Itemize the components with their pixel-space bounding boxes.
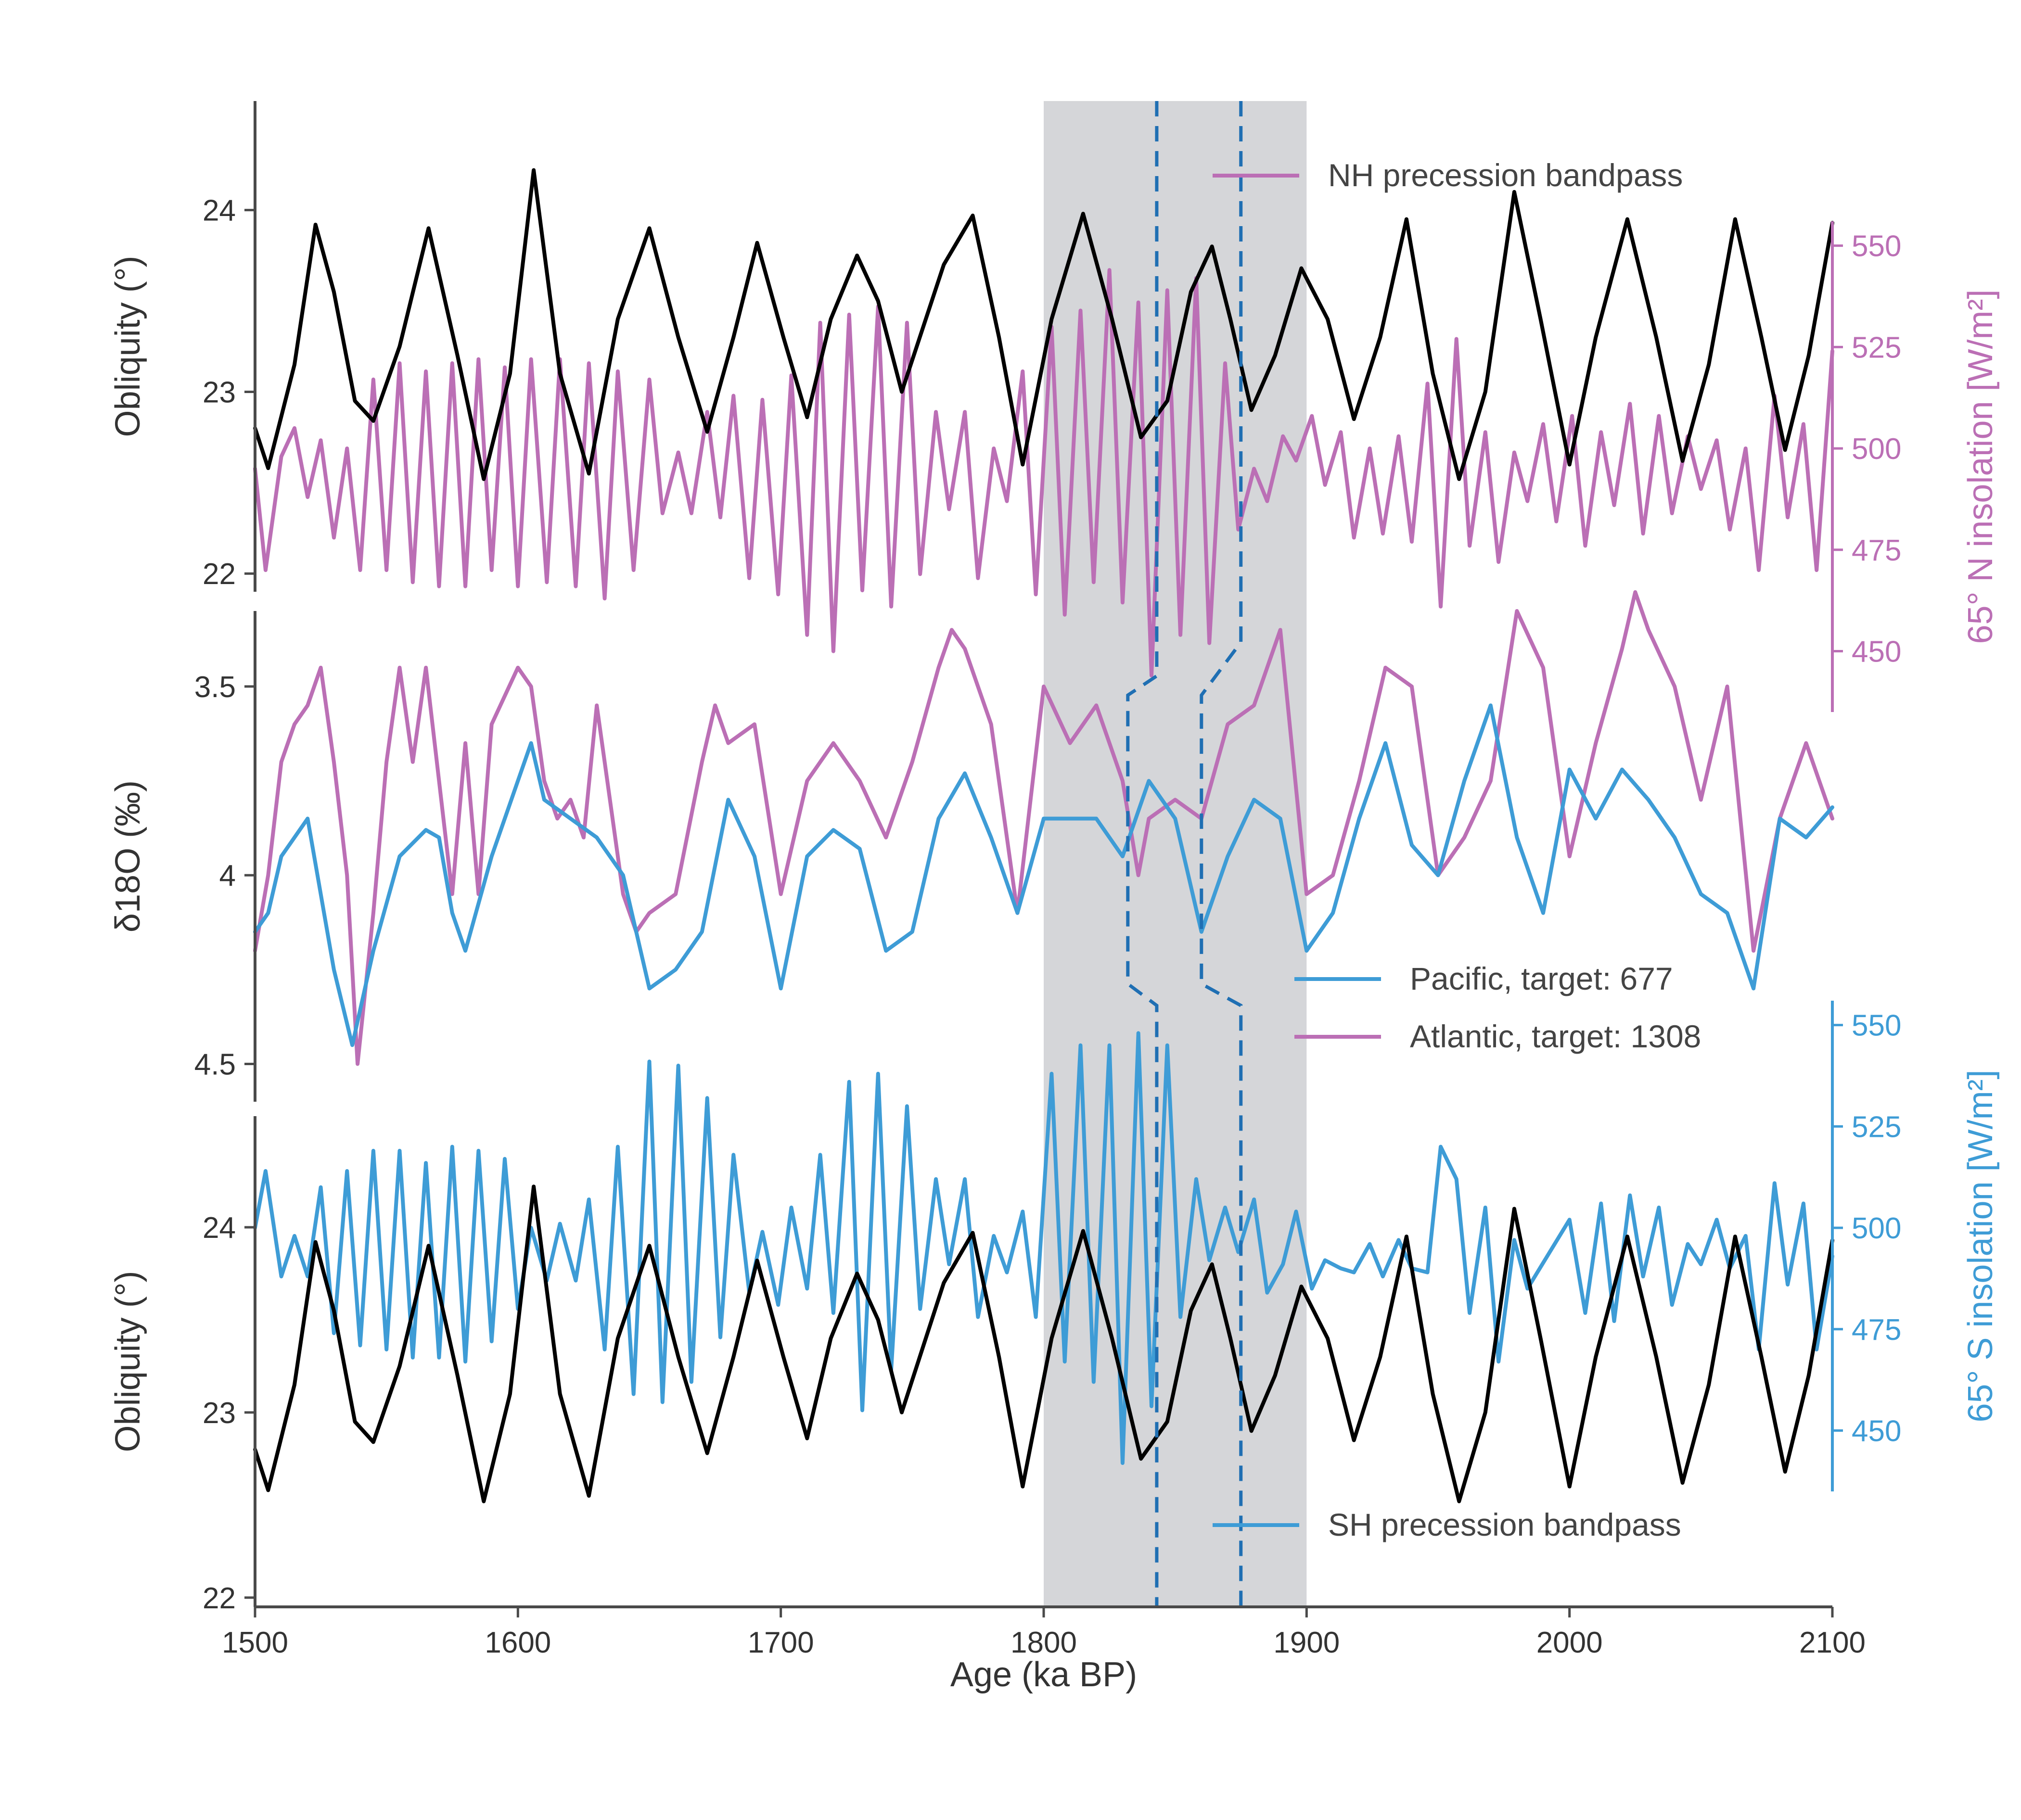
top-left-axis-tick-label: 22 <box>203 558 236 591</box>
legend-nh-label: NH precession bandpass <box>1328 157 1683 193</box>
atlantic-d18o-line <box>253 590 1834 1066</box>
top-right-axis-tick-label: 525 <box>1852 331 1901 364</box>
x-axis-tick-label: 1700 <box>748 1626 814 1659</box>
bottom-right-axis-tick-label: 475 <box>1852 1313 1901 1347</box>
nh-insolation-line <box>253 268 1834 678</box>
x-axis-tick-label: 2000 <box>1536 1626 1603 1659</box>
x-axis-tick-label: 1600 <box>485 1626 551 1659</box>
pacific-d18o-line <box>253 703 1834 1047</box>
legend-atlantic-label: Atlantic, target: 1308 <box>1410 1018 1701 1054</box>
top-right-axis-tick-label: 500 <box>1852 433 1901 466</box>
top-right-axis-tick-label: 450 <box>1852 636 1901 669</box>
bottom-left-axis-title: Obliquity (°) <box>109 1271 147 1452</box>
top-obliquity-line <box>253 168 1834 481</box>
top-right-axis-tick-label: 475 <box>1852 534 1901 567</box>
bottom-right-axis-tick-label: 550 <box>1852 1009 1901 1043</box>
marker-line-1 <box>1126 101 1159 1607</box>
bottom-obliquity-line <box>253 1184 1834 1503</box>
x-axis-tick-label: 2100 <box>1799 1626 1866 1659</box>
bottom-left-axis-tick-label: 23 <box>203 1397 236 1430</box>
top-left-axis-title: Obliquity (°) <box>109 256 147 437</box>
bottom-right-axis-tick-label: 450 <box>1852 1415 1901 1448</box>
top-left-axis-tick-label: 23 <box>203 376 236 409</box>
x-axis-tick-label: 1900 <box>1273 1626 1340 1659</box>
top-left-axis-tick-label: 24 <box>203 194 236 228</box>
legend-sh-label: SH precession bandpass <box>1328 1507 1681 1542</box>
bottom-left-axis-tick-label: 22 <box>203 1582 236 1615</box>
bottom-right-axis-tick-label: 525 <box>1852 1110 1901 1144</box>
axes-layer: 22 23 24 Obliquity (°) 3.5 4 4.5 δ18O (‰) 22 23 24… <box>109 101 2000 1694</box>
shaded-interval-layer <box>1044 101 1307 1608</box>
sh-insolation-line <box>253 1031 1834 1465</box>
legend-pacific-label: Pacific, target: 677 <box>1410 961 1673 996</box>
shaded-interval <box>1044 101 1307 1608</box>
top-right-axis-tick-label: 550 <box>1852 230 1901 263</box>
x-axis-tick-label: 1800 <box>1010 1626 1077 1659</box>
middle-left-axis-tick-label: 3.5 <box>194 671 236 704</box>
middle-left-axis-title: δ18O (‰) <box>109 780 147 932</box>
bottom-right-axis-tick-label: 500 <box>1852 1212 1901 1245</box>
bottom-left-axis-tick-label: 24 <box>203 1211 236 1245</box>
top-right-axis-title: 65° N insolation [W/m²] <box>1961 289 2000 644</box>
x-axis-title: Age (ka BP) <box>950 1655 1137 1694</box>
legend-layer: NH precession bandpass Pacific, target: 6… <box>1213 157 1701 1542</box>
marker-line-2 <box>1200 101 1243 1607</box>
middle-left-axis-tick-label: 4 <box>219 859 236 892</box>
bottom-right-axis-title: 65° S insolation [W/m²] <box>1961 1069 2000 1422</box>
middle-left-axis-tick-label: 4.5 <box>194 1048 236 1082</box>
marker-layer <box>1126 101 1243 1607</box>
x-axis-tick-label: 1500 <box>222 1626 288 1659</box>
series-layer <box>253 168 1834 1503</box>
